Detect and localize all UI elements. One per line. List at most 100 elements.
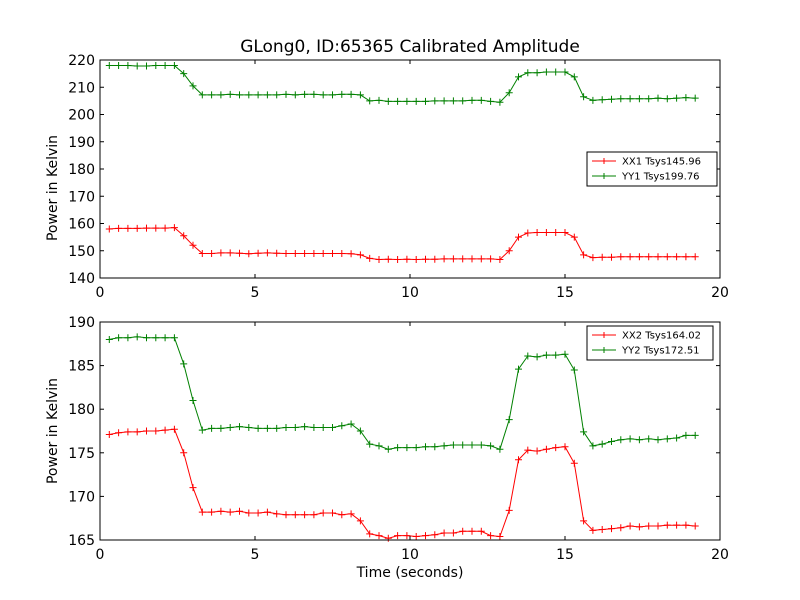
data-point — [552, 444, 560, 452]
data-point — [440, 255, 448, 263]
data-point — [189, 241, 197, 249]
data-point — [477, 96, 485, 104]
data-point — [505, 416, 513, 424]
data-point — [422, 532, 429, 540]
data-point — [598, 526, 606, 534]
data-point — [226, 90, 234, 98]
data-point — [217, 507, 225, 515]
data-point — [124, 61, 132, 69]
data-point — [515, 233, 522, 241]
data-point — [589, 254, 597, 262]
data-point — [329, 249, 336, 257]
data-point — [291, 249, 299, 257]
data-point — [552, 228, 560, 236]
data-point — [515, 73, 522, 81]
y-tick-label: 180 — [68, 162, 95, 178]
x-tick-label: 10 — [401, 547, 419, 563]
data-point — [645, 253, 653, 261]
data-point — [542, 351, 550, 359]
series-line-1-0 — [109, 428, 696, 539]
data-point — [505, 247, 513, 255]
data-point — [449, 529, 457, 537]
data-point — [635, 523, 643, 531]
data-point — [673, 253, 681, 261]
x-tick-label: 10 — [401, 285, 419, 301]
data-point — [245, 509, 253, 517]
data-point — [263, 424, 271, 432]
data-point — [170, 334, 178, 342]
data-point — [645, 95, 653, 103]
data-point — [394, 97, 402, 105]
data-point — [412, 444, 420, 452]
y-tick-label: 200 — [68, 108, 95, 124]
data-point — [217, 249, 225, 257]
data-point — [338, 422, 346, 430]
data-point — [338, 511, 346, 519]
data-point — [384, 97, 392, 105]
data-point — [366, 440, 374, 448]
data-point — [291, 91, 299, 99]
data-point — [608, 253, 615, 261]
data-point — [282, 249, 290, 257]
data-point — [161, 61, 169, 69]
data-point — [310, 90, 318, 98]
data-point — [105, 430, 113, 438]
data-point — [477, 255, 485, 263]
data-point — [254, 249, 262, 257]
data-point — [580, 517, 588, 525]
x-tick-label: 0 — [96, 547, 105, 563]
data-point — [124, 334, 132, 342]
data-point — [691, 253, 699, 261]
data-point — [561, 68, 569, 76]
data-point — [635, 95, 643, 103]
data-point — [310, 249, 318, 257]
data-point — [412, 255, 420, 263]
data-point — [431, 255, 439, 263]
data-point — [487, 255, 495, 263]
data-point — [468, 96, 476, 104]
data-point — [403, 444, 411, 452]
data-point — [133, 428, 141, 436]
data-point — [580, 251, 588, 259]
data-point — [133, 333, 141, 341]
data-point — [422, 255, 429, 263]
data-point — [654, 522, 662, 530]
data-point — [273, 91, 281, 99]
y-tick-label: 140 — [68, 271, 95, 287]
data-point — [505, 89, 513, 97]
data-point — [431, 531, 439, 539]
data-point — [291, 511, 299, 519]
data-point — [170, 425, 178, 433]
data-point — [356, 251, 364, 259]
data-point — [254, 91, 262, 99]
data-point — [161, 224, 169, 232]
data-point — [673, 94, 681, 102]
legend-label: YY2 Tsys172.51 — [621, 346, 700, 357]
data-point — [115, 429, 123, 437]
data-point — [691, 431, 699, 439]
data-point — [459, 255, 467, 263]
data-point — [115, 61, 123, 69]
data-point — [468, 527, 476, 535]
data-point — [691, 94, 699, 102]
data-point — [449, 441, 457, 449]
data-point — [552, 68, 560, 76]
data-point — [561, 443, 569, 451]
data-point — [645, 435, 653, 443]
y-tick-label: 210 — [68, 80, 95, 96]
data-point — [682, 94, 690, 102]
data-point — [449, 97, 457, 105]
data-point — [654, 94, 662, 102]
data-point — [608, 437, 615, 445]
data-point — [105, 225, 113, 233]
data-point — [226, 508, 234, 516]
data-point — [263, 508, 271, 516]
data-point — [301, 90, 309, 98]
data-point — [208, 91, 216, 99]
data-point — [115, 224, 123, 232]
data-point — [319, 424, 327, 432]
data-point — [152, 224, 160, 232]
y-tick-label: 190 — [68, 315, 95, 331]
top-panel: 0 5 10 15 20 140 150 160 170 180 190 200 210 220 XX1 T… — [68, 53, 729, 301]
data-point — [459, 527, 467, 535]
